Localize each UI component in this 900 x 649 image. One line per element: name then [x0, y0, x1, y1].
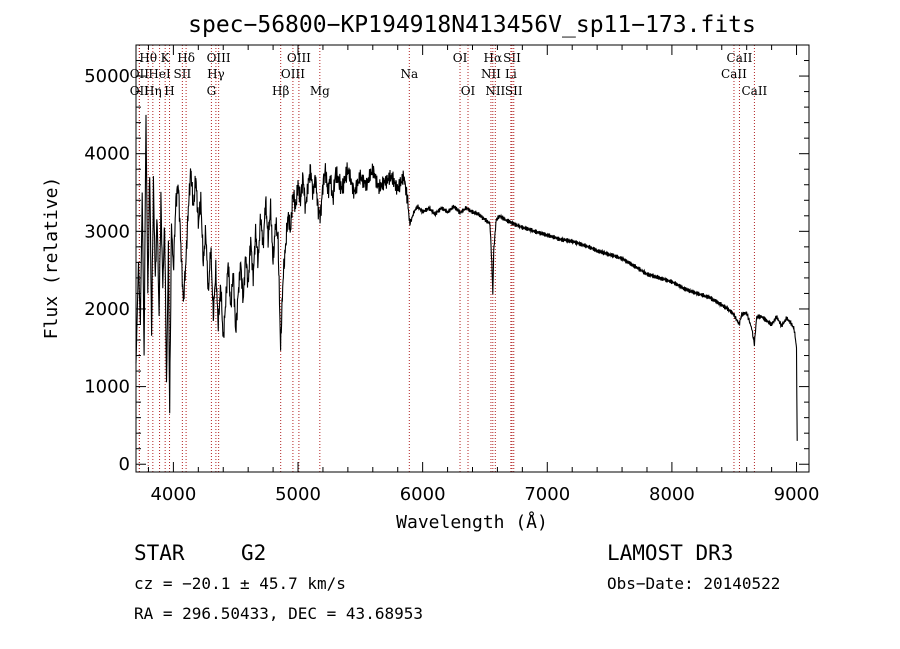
line-label: OIII	[287, 51, 311, 65]
line-label: Na	[400, 67, 418, 81]
y-tick-label: 3000	[84, 221, 130, 242]
x-tick-label: 8000	[649, 484, 695, 505]
line-label: OIII	[281, 67, 305, 81]
line-label: Hη	[144, 84, 162, 98]
line-label: Hα	[484, 51, 503, 65]
line-label: CaII	[727, 51, 753, 65]
line-label: SII	[174, 67, 192, 81]
line-label: OIII	[207, 51, 231, 65]
x-tick-label: 4000	[150, 484, 196, 505]
line-label: H	[164, 84, 174, 98]
x-tick-label: 7000	[524, 484, 570, 505]
line-label: G	[207, 84, 217, 98]
x-axis-label: Wavelength (Å)	[396, 511, 548, 533]
chart-title: spec−56800−KP194918N413456V_sp11−173.fit…	[188, 12, 756, 38]
line-label: Hδ	[177, 51, 195, 65]
line-label: SII	[503, 51, 521, 65]
line-label: OII	[130, 84, 150, 98]
line-label: HeI	[148, 67, 171, 81]
y-tick-label: 2000	[84, 299, 130, 320]
x-tick-label: 9000	[774, 484, 820, 505]
line-label: Hθ	[139, 51, 157, 65]
y-tick-label: 0	[119, 454, 130, 475]
line-label: K	[161, 51, 171, 65]
line-label: OI	[461, 84, 476, 98]
line-label: NII	[485, 84, 505, 98]
x-axis: 4000 5000 6000 7000 8000 9000	[147, 45, 820, 505]
object-class: STAR	[134, 541, 185, 565]
line-label: NII	[481, 67, 501, 81]
plot-frame	[135, 44, 810, 473]
line-label: Mg	[310, 84, 330, 98]
line-label: CaII	[721, 67, 747, 81]
redshift-value: cz = −20.1 ± 45.7 km/s	[134, 574, 346, 593]
line-label: OII	[130, 67, 150, 81]
y-tick-label: 1000	[84, 377, 130, 398]
plot-area	[135, 114, 798, 441]
line-label: Hβ	[272, 84, 289, 98]
line-label: Li	[505, 67, 517, 81]
coordinates: RA = 296.50433, DEC = 43.68953	[134, 604, 423, 623]
y-axis-label: Flux (relative)	[41, 177, 62, 340]
object-subclass: G2	[241, 541, 266, 565]
obs-date: Obs−Date: 20140522	[607, 574, 780, 593]
line-label: OI	[453, 51, 468, 65]
line-label: Hγ	[207, 67, 225, 81]
y-axis: 0 1000 2000 3000 4000 5000	[84, 60, 809, 475]
line-label: CaII	[741, 84, 767, 98]
survey-name: LAMOST DR3	[607, 541, 733, 565]
line-label: SII	[505, 84, 523, 98]
spectral-line-markers: Hθ OII OII K HeI Hη H Hδ SII OIII Hγ G Hβ OIII OIII Mg N…	[130, 45, 768, 472]
flux-series	[135, 114, 798, 441]
y-tick-label: 4000	[84, 144, 130, 165]
x-tick-label: 6000	[400, 484, 446, 505]
y-tick-label: 5000	[84, 66, 130, 87]
x-tick-label: 5000	[275, 484, 321, 505]
